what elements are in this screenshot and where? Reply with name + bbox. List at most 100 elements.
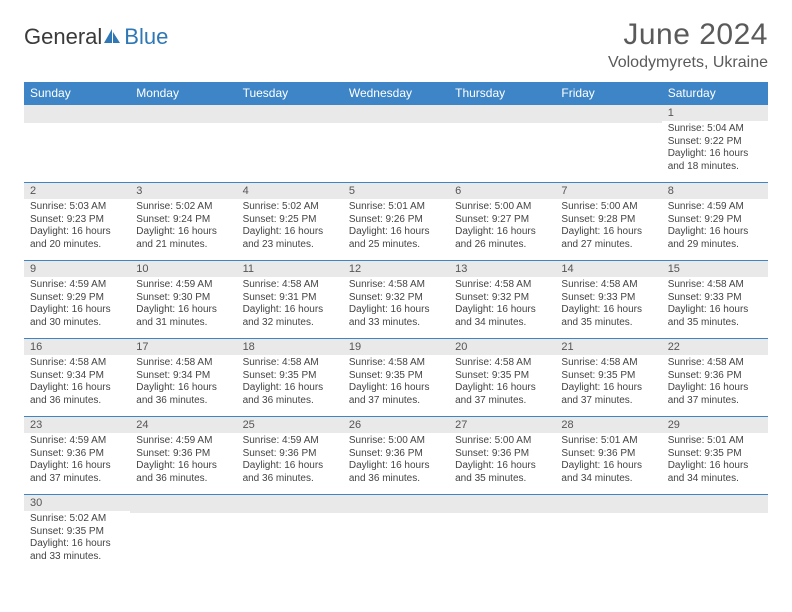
calendar-cell: 16Sunrise: 4:58 AMSunset: 9:34 PMDayligh… xyxy=(24,339,130,417)
day-number: 29 xyxy=(662,417,768,433)
day-body: Sunrise: 5:00 AMSunset: 9:36 PMDaylight:… xyxy=(449,433,555,489)
sunrise-text: Sunrise: 4:58 AM xyxy=(243,357,337,370)
calendar-cell xyxy=(449,495,555,573)
daylight-text: Daylight: 16 hours and 36 minutes. xyxy=(349,460,443,485)
day-body: Sunrise: 5:01 AMSunset: 9:26 PMDaylight:… xyxy=(343,199,449,255)
day-body: Sunrise: 5:01 AMSunset: 9:36 PMDaylight:… xyxy=(555,433,661,489)
daylight-text: Daylight: 16 hours and 21 minutes. xyxy=(136,226,230,251)
calendar-cell: 30Sunrise: 5:02 AMSunset: 9:35 PMDayligh… xyxy=(24,495,130,573)
day-body: Sunrise: 5:02 AMSunset: 9:35 PMDaylight:… xyxy=(24,511,130,567)
day-body: Sunrise: 4:58 AMSunset: 9:33 PMDaylight:… xyxy=(555,277,661,333)
sunset-text: Sunset: 9:26 PM xyxy=(349,214,443,227)
day-number: 21 xyxy=(555,339,661,355)
day-number: 15 xyxy=(662,261,768,277)
day-body: Sunrise: 4:58 AMSunset: 9:35 PMDaylight:… xyxy=(237,355,343,411)
daylight-text: Daylight: 16 hours and 20 minutes. xyxy=(30,226,124,251)
day-body: Sunrise: 4:58 AMSunset: 9:35 PMDaylight:… xyxy=(343,355,449,411)
day-number xyxy=(662,495,768,513)
daylight-text: Daylight: 16 hours and 25 minutes. xyxy=(349,226,443,251)
sunrise-text: Sunrise: 4:58 AM xyxy=(349,357,443,370)
sunrise-text: Sunrise: 5:02 AM xyxy=(30,513,124,526)
calendar-cell xyxy=(555,105,661,183)
sunrise-text: Sunrise: 4:58 AM xyxy=(349,279,443,292)
calendar-cell: 15Sunrise: 4:58 AMSunset: 9:33 PMDayligh… xyxy=(662,261,768,339)
location-label: Volodymyrets, Ukraine xyxy=(608,54,768,72)
sunrise-text: Sunrise: 4:58 AM xyxy=(243,279,337,292)
day-number: 19 xyxy=(343,339,449,355)
day-number xyxy=(343,495,449,513)
calendar-cell: 22Sunrise: 4:58 AMSunset: 9:36 PMDayligh… xyxy=(662,339,768,417)
sunrise-text: Sunrise: 4:59 AM xyxy=(668,201,762,214)
day-number: 20 xyxy=(449,339,555,355)
day-number: 13 xyxy=(449,261,555,277)
sunset-text: Sunset: 9:35 PM xyxy=(455,370,549,383)
daylight-text: Daylight: 16 hours and 37 minutes. xyxy=(561,382,655,407)
weekday-header: Friday xyxy=(555,82,661,105)
month-title: June 2024 xyxy=(608,18,768,52)
daylight-text: Daylight: 16 hours and 33 minutes. xyxy=(30,538,124,563)
sunrise-text: Sunrise: 5:02 AM xyxy=(136,201,230,214)
day-body: Sunrise: 4:58 AMSunset: 9:31 PMDaylight:… xyxy=(237,277,343,333)
daylight-text: Daylight: 16 hours and 36 minutes. xyxy=(243,382,337,407)
day-body: Sunrise: 4:58 AMSunset: 9:34 PMDaylight:… xyxy=(130,355,236,411)
sunset-text: Sunset: 9:29 PM xyxy=(30,292,124,305)
day-number: 8 xyxy=(662,183,768,199)
calendar-body: 1Sunrise: 5:04 AMSunset: 9:22 PMDaylight… xyxy=(24,105,768,573)
calendar-cell: 8 Sunrise: 4:59 AMSunset: 9:29 PMDaylight… xyxy=(662,183,768,261)
weekday-header: Thursday xyxy=(449,82,555,105)
calendar-cell: 1Sunrise: 5:04 AMSunset: 9:22 PMDaylight… xyxy=(662,105,768,183)
sunset-text: Sunset: 9:34 PM xyxy=(136,370,230,383)
weekday-header: Monday xyxy=(130,82,236,105)
day-number: 7 xyxy=(555,183,661,199)
page-header: General Blue June 2024 Volodymyrets, Ukr… xyxy=(24,18,768,72)
daylight-text: Daylight: 16 hours and 29 minutes. xyxy=(668,226,762,251)
calendar-cell: 17Sunrise: 4:58 AMSunset: 9:34 PMDayligh… xyxy=(130,339,236,417)
day-number: 25 xyxy=(237,417,343,433)
sunrise-text: Sunrise: 5:01 AM xyxy=(561,435,655,448)
day-number: 17 xyxy=(130,339,236,355)
daylight-text: Daylight: 16 hours and 23 minutes. xyxy=(243,226,337,251)
daylight-text: Daylight: 16 hours and 34 minutes. xyxy=(668,460,762,485)
day-number: 27 xyxy=(449,417,555,433)
day-number: 23 xyxy=(24,417,130,433)
title-block: June 2024 Volodymyrets, Ukraine xyxy=(608,18,768,72)
day-number: 11 xyxy=(237,261,343,277)
calendar-week: 2Sunrise: 5:03 AMSunset: 9:23 PMDaylight… xyxy=(24,183,768,261)
day-body: Sunrise: 5:00 AMSunset: 9:27 PMDaylight:… xyxy=(449,199,555,255)
calendar-cell: 21Sunrise: 4:58 AMSunset: 9:35 PMDayligh… xyxy=(555,339,661,417)
calendar-cell: 7Sunrise: 5:00 AMSunset: 9:28 PMDaylight… xyxy=(555,183,661,261)
sunset-text: Sunset: 9:28 PM xyxy=(561,214,655,227)
day-body: Sunrise: 4:58 AMSunset: 9:35 PMDaylight:… xyxy=(449,355,555,411)
sunrise-text: Sunrise: 5:00 AM xyxy=(455,201,549,214)
daylight-text: Daylight: 16 hours and 32 minutes. xyxy=(243,304,337,329)
weekday-header: Wednesday xyxy=(343,82,449,105)
calendar-cell: 23Sunrise: 4:59 AMSunset: 9:36 PMDayligh… xyxy=(24,417,130,495)
sunrise-text: Sunrise: 4:58 AM xyxy=(668,357,762,370)
day-number: 30 xyxy=(24,495,130,511)
day-body: Sunrise: 4:58 AMSunset: 9:36 PMDaylight:… xyxy=(662,355,768,411)
daylight-text: Daylight: 16 hours and 27 minutes. xyxy=(561,226,655,251)
calendar-cell xyxy=(343,495,449,573)
daylight-text: Daylight: 16 hours and 34 minutes. xyxy=(455,304,549,329)
sunrise-text: Sunrise: 5:03 AM xyxy=(30,201,124,214)
calendar-header: SundayMondayTuesdayWednesdayThursdayFrid… xyxy=(24,82,768,105)
sunset-text: Sunset: 9:33 PM xyxy=(668,292,762,305)
sunset-text: Sunset: 9:33 PM xyxy=(561,292,655,305)
sunrise-text: Sunrise: 5:02 AM xyxy=(243,201,337,214)
day-number: 18 xyxy=(237,339,343,355)
daylight-text: Daylight: 16 hours and 37 minutes. xyxy=(349,382,443,407)
calendar-cell: 4Sunrise: 5:02 AMSunset: 9:25 PMDaylight… xyxy=(237,183,343,261)
day-body: Sunrise: 4:58 AMSunset: 9:35 PMDaylight:… xyxy=(555,355,661,411)
calendar-cell xyxy=(237,105,343,183)
calendar-week: 23 Sunrise: 4:59 AMSunset: 9:36 PMDayligh… xyxy=(24,417,768,495)
sunrise-text: Sunrise: 4:58 AM xyxy=(561,357,655,370)
calendar-week: 30Sunrise: 5:02 AMSunset: 9:35 PMDayligh… xyxy=(24,495,768,573)
day-body: Sunrise: 5:04 AMSunset: 9:22 PMDaylight:… xyxy=(662,121,768,177)
daylight-text: Daylight: 16 hours and 36 minutes. xyxy=(136,460,230,485)
calendar-cell xyxy=(343,105,449,183)
sunrise-text: Sunrise: 4:58 AM xyxy=(561,279,655,292)
day-number: 1 xyxy=(662,105,768,121)
day-number: 28 xyxy=(555,417,661,433)
sunset-text: Sunset: 9:29 PM xyxy=(668,214,762,227)
day-body: Sunrise: 4:59 AMSunset: 9:36 PMDaylight:… xyxy=(237,433,343,489)
